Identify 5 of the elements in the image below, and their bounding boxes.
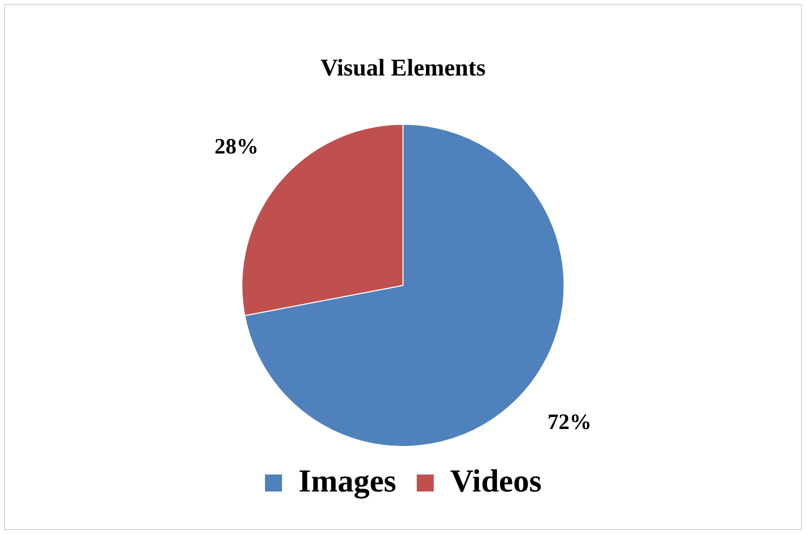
data-label: 72%: [548, 408, 592, 434]
legend-label: Videos: [450, 462, 542, 498]
chart-title: Visual Elements: [320, 56, 486, 82]
legend-label: Images: [298, 462, 396, 500]
data-label: 28%: [214, 133, 258, 158]
